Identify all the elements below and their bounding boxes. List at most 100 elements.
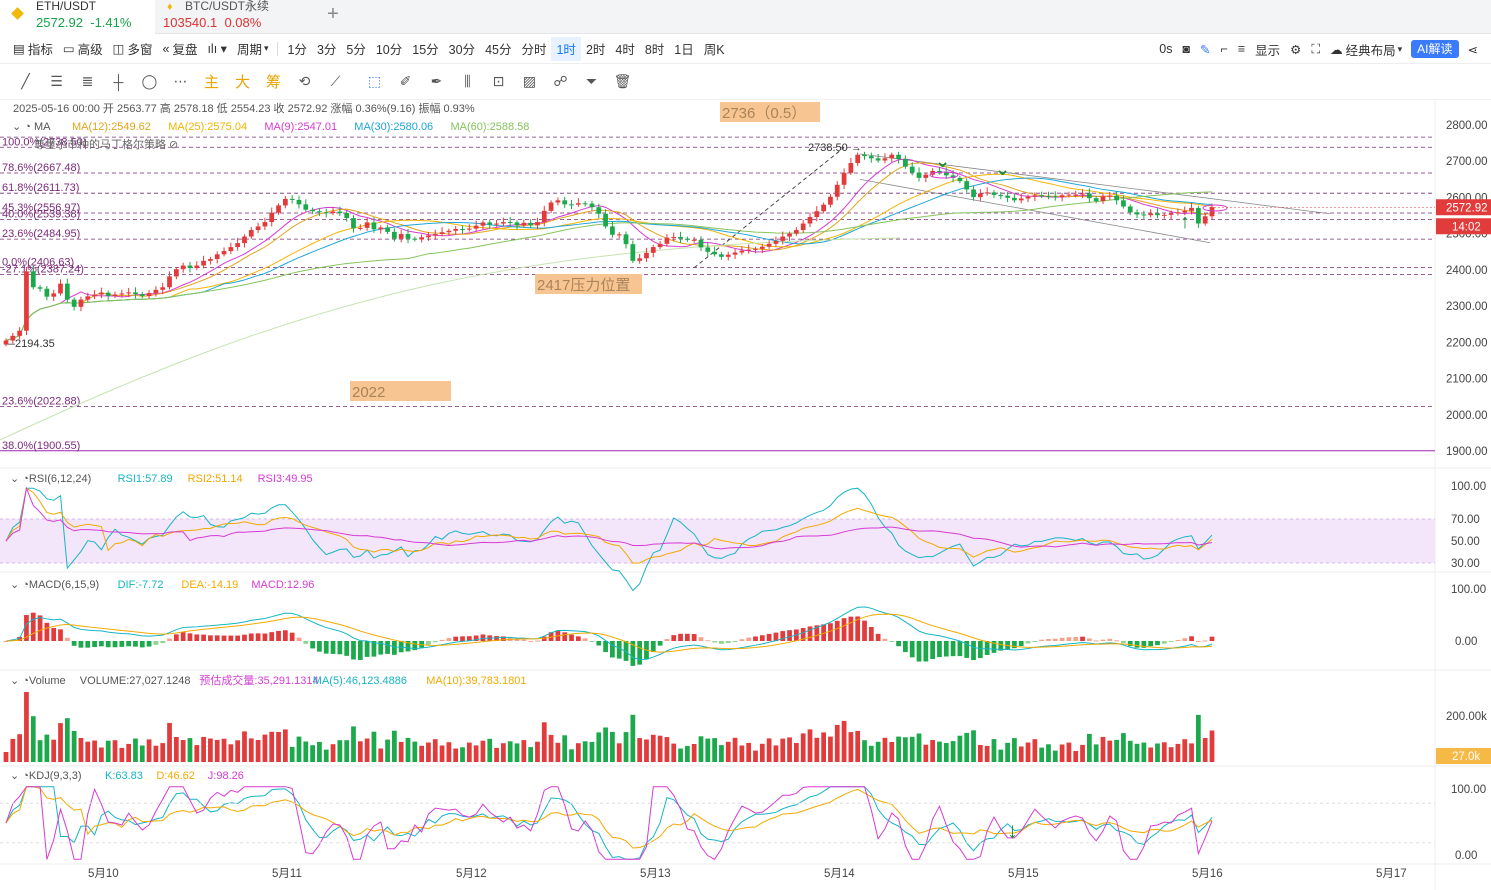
period-3[interactable]: 10分 (375, 43, 403, 57)
kdj-legend-title: ⌄ ◔KDJ(9,3,3) (10, 770, 82, 782)
volume-bar (167, 723, 172, 762)
candle-body (596, 207, 602, 214)
multi-window-button[interactable]: ◫ 多窗 (112, 42, 153, 57)
macd-bar (501, 636, 506, 641)
macd-bar (30, 612, 36, 641)
horizontal-lines-tool-icon[interactable]: ☰ (50, 73, 63, 89)
filter-icon[interactable]: ⏷ (585, 73, 598, 89)
fullscreen-icon[interactable]: ⛶ (1311, 41, 1321, 56)
select-tool-icon[interactable]: ⬚ (367, 73, 382, 89)
chart-canvas[interactable]: 100.0%(2738.50) 78.6%(2667.48) 61.8%(2611.… (0, 100, 1491, 890)
period-5[interactable]: 30分 (448, 43, 476, 57)
brush-icon[interactable]: ✒ (430, 73, 443, 89)
period-9[interactable]: 2时 (585, 43, 606, 57)
candle-body (1046, 195, 1051, 197)
macd-bar (705, 640, 711, 642)
volume-bar (187, 738, 193, 762)
candle-body (991, 192, 997, 195)
line-tool-icon[interactable]: ╱ (21, 73, 30, 89)
period-11[interactable]: 8时 (644, 43, 665, 57)
magnet-icon[interactable]: ☍ (553, 73, 568, 89)
period-6[interactable]: 45分 (485, 43, 512, 57)
candle-body (1018, 198, 1024, 201)
candle-body (1032, 195, 1038, 197)
ai-interpret-button[interactable]: AI解读 (1411, 40, 1459, 58)
share-icon[interactable]: ⋖ (1467, 42, 1478, 57)
crop-icon[interactable]: ⌐ (1220, 42, 1228, 56)
tab-eth-usdt[interactable]: ETH/USDT 2572.92 -1.41% (0, 0, 155, 34)
macd-bar (514, 639, 520, 641)
volume-bar (684, 745, 690, 762)
horizontal-ray-tool-icon[interactable]: ┼ (113, 73, 124, 90)
candle-body (1175, 212, 1181, 214)
rewind-icon: « (162, 41, 170, 56)
add-tab-button[interactable]: + (327, 3, 339, 25)
candle-body (167, 276, 172, 288)
volume-bar (1141, 742, 1147, 762)
rsi-tick: 30.00 (1451, 558, 1480, 570)
candle-body (85, 296, 91, 300)
period-13[interactable]: 周K (703, 43, 725, 57)
volume-legend-item: MA(5):46,123.4886 (313, 675, 407, 687)
triangle-upper (859, 153, 1331, 215)
chips-button[interactable]: 筹 (265, 74, 281, 91)
period-8[interactable]: 1时 (551, 36, 581, 61)
period-dropdown[interactable]: 周期 ▾ (236, 43, 269, 57)
period-4[interactable]: 15分 (412, 43, 439, 57)
tab-price-block: 2572.92 -1.41% (36, 15, 131, 30)
indicator-button[interactable]: ▤ 指标 (13, 42, 53, 57)
volume-bar (569, 749, 574, 762)
current-price-badge (1436, 199, 1491, 216)
rsi-line (5, 487, 1213, 564)
replay-button[interactable]: «复盘 (162, 41, 198, 58)
period-2[interactable]: 5分 (346, 43, 366, 57)
macd-bar (378, 641, 384, 655)
period-7[interactable]: 分时 (521, 43, 547, 57)
analysis-icon[interactable]: ⟲ (298, 73, 311, 89)
ellipse-tool-icon[interactable]: ◯ (141, 73, 158, 89)
candle-body (269, 212, 275, 223)
triangle-lower (859, 178, 1211, 244)
volume-bar (637, 738, 643, 762)
measure-icon[interactable]: ⟋ (330, 73, 341, 89)
pencil-icon[interactable]: ✎ (1200, 42, 1211, 57)
candle-body (412, 238, 418, 240)
volume-bar (719, 745, 724, 762)
macd-bar (1100, 639, 1106, 641)
volume-bar (1182, 739, 1188, 762)
trash-icon[interactable]: 🗑 (613, 73, 632, 89)
macd-bar (1086, 638, 1092, 641)
volume-bar (957, 735, 963, 762)
volume-bar (112, 740, 118, 762)
tab-btc-usdt[interactable]: ♦ BTC/USDT永续 103540.1 0.08% (155, 0, 305, 34)
camera-icon[interactable]: ◙ (1182, 42, 1191, 56)
settings-icon[interactable]: ⚙ (1290, 42, 1302, 57)
ruler-icon[interactable]: ✐ (399, 73, 412, 89)
volume-bar (828, 736, 833, 762)
volume-bar (99, 747, 104, 762)
volume-bar (105, 740, 111, 762)
candle-body (201, 260, 206, 266)
macd-bar (310, 641, 315, 649)
advanced-button[interactable]: ▭ 高级 (62, 42, 103, 57)
period-1[interactable]: 3分 (316, 43, 337, 57)
lock-icon[interactable]: ⊡ (492, 73, 505, 89)
list-icon[interactable]: ≡ (1237, 42, 1246, 56)
layout-dropdown[interactable]: ☁ 经典布局 ▾ (1330, 42, 1403, 58)
x-tick: 5月10 (88, 868, 119, 880)
macd-bar (119, 641, 125, 647)
volume-bar (909, 736, 915, 762)
period-12[interactable]: 1日 (674, 43, 694, 57)
big-order-button[interactable]: 大 (234, 74, 250, 91)
channel-tool-icon[interactable]: ≣ (81, 73, 94, 89)
macd-bar (323, 641, 329, 654)
macd-bar (957, 641, 963, 657)
chart-type-button[interactable]: ılı ▾ (202, 37, 231, 61)
period-0[interactable]: 1分 (287, 43, 307, 57)
display-button[interactable]: 显示 (1255, 43, 1281, 58)
more-tools-icon[interactable]: ⋯ (173, 73, 188, 89)
candle-tool-icon[interactable]: ⫼ (464, 73, 471, 89)
note-icon[interactable]: ▨ (522, 73, 537, 89)
main-force-button[interactable]: 主 (203, 74, 219, 91)
period-10[interactable]: 4时 (615, 43, 635, 57)
